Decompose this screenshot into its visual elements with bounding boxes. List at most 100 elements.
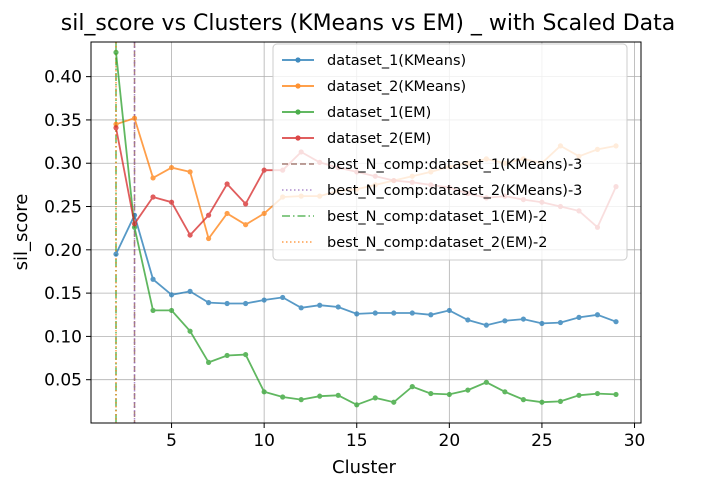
series-point bbox=[205, 212, 212, 218]
series-point bbox=[280, 294, 286, 301]
series-point bbox=[187, 328, 193, 334]
series-point bbox=[576, 392, 582, 398]
x-tick-label: 15 bbox=[346, 431, 368, 451]
x-tick-label: 20 bbox=[439, 431, 461, 451]
series-point bbox=[483, 322, 489, 328]
series-point bbox=[409, 310, 415, 316]
y-tick-label: 0.15 bbox=[44, 284, 82, 304]
series-point bbox=[168, 292, 175, 298]
series-point bbox=[131, 115, 138, 121]
series-point bbox=[113, 49, 119, 55]
x-tick-label: 30 bbox=[624, 431, 646, 451]
series-point bbox=[594, 390, 601, 397]
series-3 bbox=[113, 49, 619, 408]
legend-marker bbox=[295, 83, 301, 89]
series-point bbox=[502, 318, 508, 324]
series-point bbox=[520, 397, 527, 403]
legend-label: dataset_1(EM) bbox=[327, 105, 431, 121]
series-point bbox=[224, 352, 230, 359]
series-point bbox=[205, 359, 212, 365]
series-point bbox=[243, 351, 249, 358]
legend-label: dataset_2(EM) bbox=[327, 131, 431, 147]
series-point bbox=[372, 395, 378, 401]
series-point bbox=[576, 314, 582, 320]
series-point bbox=[502, 389, 508, 395]
series-point bbox=[243, 300, 249, 307]
series-point bbox=[243, 201, 249, 207]
legend-marker bbox=[295, 57, 301, 63]
series-point bbox=[187, 232, 193, 238]
series-point bbox=[113, 251, 119, 257]
series-point bbox=[261, 389, 267, 395]
y-tick-label: 0.05 bbox=[44, 371, 82, 391]
series-point bbox=[205, 300, 212, 306]
series-point bbox=[354, 311, 360, 317]
x-tick-label: 5 bbox=[166, 431, 177, 451]
series-point bbox=[391, 310, 397, 316]
series-line bbox=[115, 52, 617, 406]
legend-box bbox=[272, 43, 628, 261]
series-point bbox=[446, 307, 452, 314]
x-axis-label: Cluster bbox=[332, 457, 396, 478]
series-point bbox=[446, 391, 452, 398]
x-tick-label: 25 bbox=[531, 431, 553, 451]
series-point bbox=[150, 276, 156, 282]
legend-label: dataset_2(KMeans) bbox=[327, 79, 466, 95]
legend-label: dataset_1(KMeans) bbox=[327, 53, 466, 69]
series-point bbox=[465, 387, 471, 393]
legend-entry bbox=[282, 135, 314, 141]
series-point bbox=[372, 310, 378, 316]
series-point bbox=[409, 384, 415, 390]
legend-marker bbox=[295, 135, 301, 141]
y-tick-label: 0.20 bbox=[44, 241, 82, 261]
series-point bbox=[539, 320, 545, 327]
series-point bbox=[298, 305, 304, 311]
y-tick-label: 0.25 bbox=[44, 198, 82, 218]
series-point bbox=[613, 319, 619, 325]
legend-entry bbox=[282, 83, 314, 89]
series-point bbox=[317, 302, 323, 308]
series-line bbox=[115, 212, 617, 327]
series-point bbox=[557, 319, 564, 326]
series-point bbox=[539, 399, 545, 405]
series-point bbox=[335, 304, 341, 310]
y-tick-label: 0.30 bbox=[44, 154, 82, 174]
series-point bbox=[150, 194, 156, 200]
y-tick-label: 0.40 bbox=[44, 68, 82, 88]
series-point bbox=[391, 399, 397, 405]
series-point bbox=[354, 402, 360, 408]
series-point bbox=[224, 210, 230, 217]
plot-frame bbox=[90, 41, 642, 424]
legend-entry bbox=[282, 109, 314, 115]
y-axis-label: sil_score bbox=[11, 194, 32, 271]
series-point bbox=[613, 391, 619, 398]
y-tick-label: 0.35 bbox=[44, 111, 82, 131]
series-point bbox=[483, 379, 489, 385]
series-point bbox=[150, 307, 156, 314]
best-n-lines bbox=[115, 42, 136, 423]
series-point bbox=[224, 300, 230, 307]
series-point bbox=[113, 125, 119, 131]
series-point bbox=[131, 221, 138, 227]
legend-label: best_N_comp:dataset_2(KMeans)-3 bbox=[327, 183, 582, 199]
series-point bbox=[428, 312, 434, 318]
series-point bbox=[335, 392, 341, 398]
legend-label: best_N_comp:dataset_2(EM)-2 bbox=[327, 235, 548, 251]
series-point bbox=[168, 199, 175, 205]
series-point bbox=[280, 394, 286, 400]
x-tick-label: 10 bbox=[253, 431, 275, 451]
series-point bbox=[187, 288, 193, 294]
series-point bbox=[261, 210, 267, 217]
legend: dataset_1(KMeans) dataset_2(KMeans)datase… bbox=[272, 43, 628, 261]
series-point bbox=[187, 169, 193, 175]
series-point bbox=[465, 317, 471, 323]
series-point bbox=[594, 312, 601, 318]
y-axis-ticks: 0.05 0.10 0.15 0.20 0.25 0.30 0.35 0.40 bbox=[44, 68, 91, 391]
series-point bbox=[261, 167, 267, 173]
series-point bbox=[298, 397, 304, 403]
legend-marker bbox=[295, 109, 301, 115]
chart-title: sil_score vs Clusters (KMeans vs EM) _ w… bbox=[61, 11, 676, 36]
series-point bbox=[168, 164, 175, 171]
series-point bbox=[261, 297, 267, 303]
